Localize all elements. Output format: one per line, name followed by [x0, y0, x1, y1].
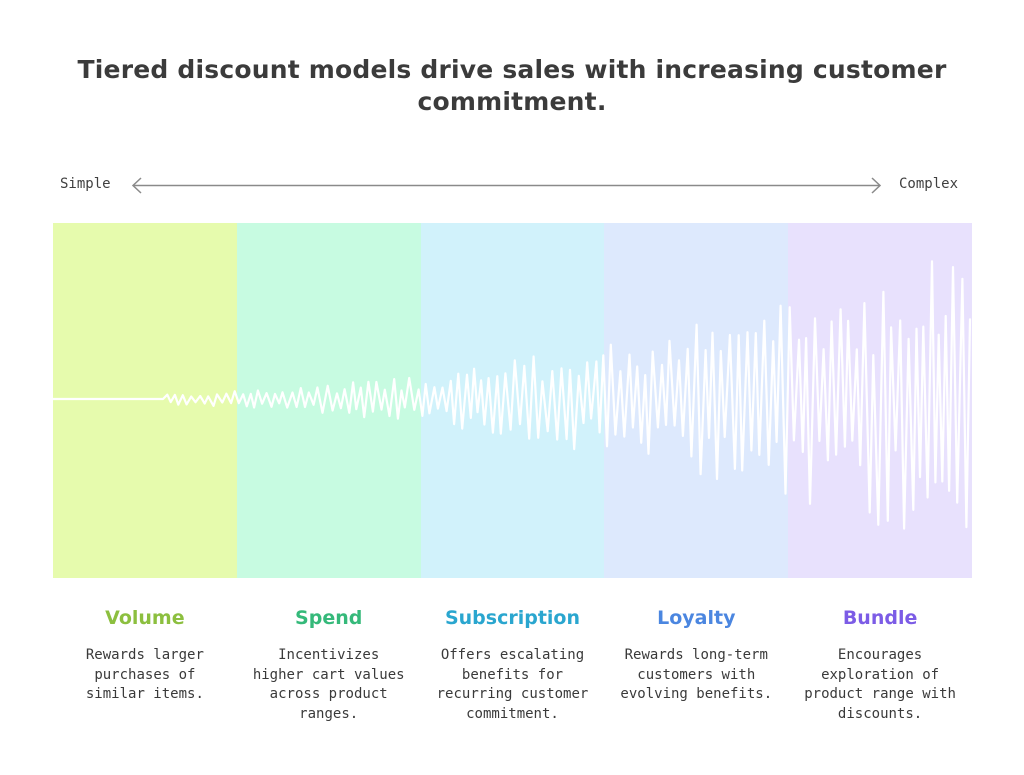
tier-descriptions: Volume Rewards larger purchases of simil…: [53, 604, 972, 724]
band-spend: [236, 223, 421, 578]
axis-label-complex: Complex: [899, 176, 959, 192]
tier-desc-volume: Rewards larger purchases of similar item…: [85, 647, 204, 702]
tier-title-subscription: Subscription: [444, 607, 581, 629]
tier-desc-subscription: Offers escalating benefits for recurring…: [436, 647, 589, 722]
tier-title-loyalty: Loyalty: [657, 607, 736, 629]
complexity-waveform: [53, 260, 972, 530]
axis-label-simple: Simple: [60, 176, 111, 192]
tier-desc-spend: Incentivizes higher cart values across p…: [252, 647, 405, 722]
tier-subscription: Subscription Offers escalating benefits …: [421, 604, 605, 724]
diagram-title: Tiered discount models drive sales with …: [77, 55, 947, 116]
tier-title-volume: Volume: [105, 607, 185, 629]
tier-volume: Volume Rewards larger purchases of simil…: [53, 604, 237, 724]
tier-title-bundle: Bundle: [842, 607, 918, 629]
tier-title-spend: Spend: [295, 607, 363, 629]
tier-desc-bundle: Encourages exploration of product range …: [804, 647, 956, 722]
tier-bundle: Bundle Encourages exploration of product…: [788, 604, 972, 724]
tier-desc-loyalty: Rewards long-term customers with evolvin…: [620, 647, 773, 702]
tier-spend: Spend Incentivizes higher cart values ac…: [237, 604, 421, 724]
tier-loyalty: Loyalty Rewards long-term customers with…: [604, 604, 788, 724]
